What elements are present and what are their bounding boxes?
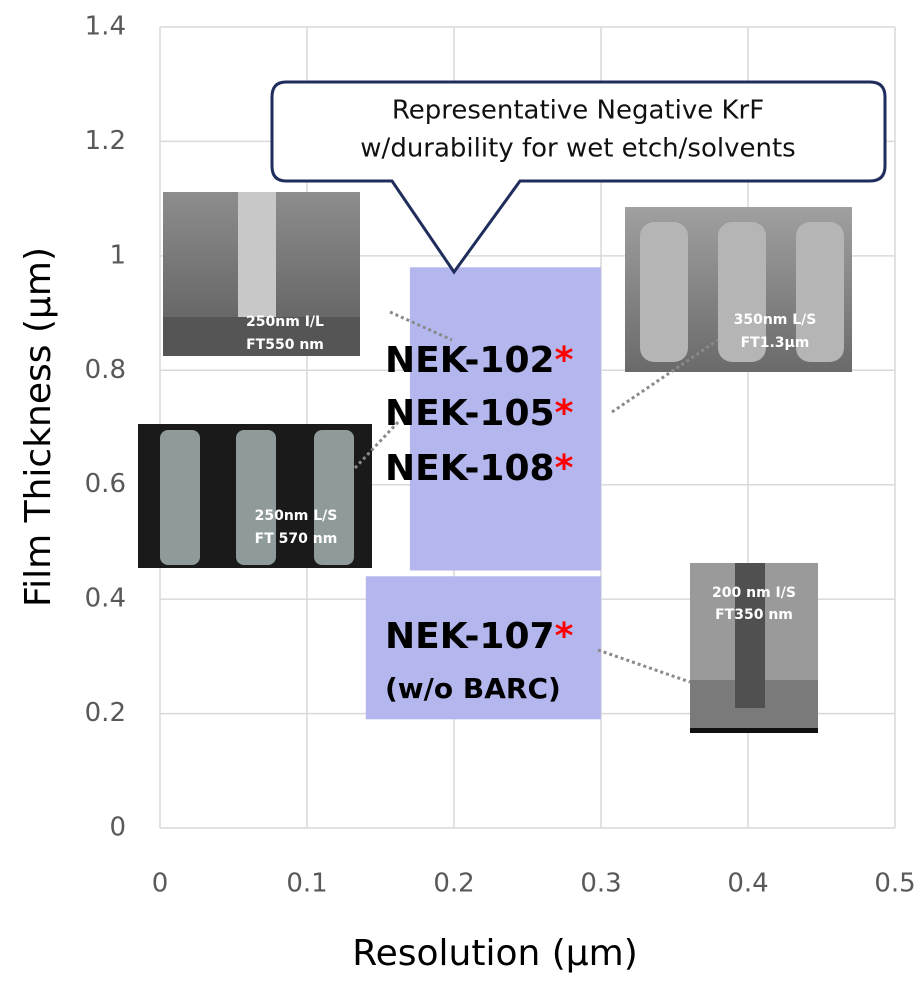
asterisk: *	[555, 616, 574, 657]
y-tick-label: 1.4	[85, 12, 126, 42]
callout	[270, 80, 887, 275]
image-label: 250nm I/L	[246, 314, 324, 330]
y-tick-label: 0.2	[85, 698, 126, 728]
x-tick-label: 0.5	[874, 869, 915, 899]
region-label: NEK-102*	[385, 340, 574, 381]
y-tick-label: 1	[109, 240, 126, 270]
region-layer	[365, 267, 601, 720]
sem-image-4	[690, 563, 818, 733]
y-tick-label: 0.4	[85, 584, 126, 614]
y-tick-label: 1.2	[85, 126, 126, 156]
x-axis-title: Resolution (µm)	[352, 933, 638, 974]
region	[409, 267, 601, 571]
sem-image-1	[163, 192, 360, 356]
callout-text: w/durability for wet etch/solvents	[360, 134, 795, 164]
y-tick-label: 0.8	[85, 355, 126, 385]
image-label: FT550 nm	[246, 337, 324, 353]
callout-text: Representative Negative KrF	[392, 96, 764, 126]
image-label: 350nm L/S	[734, 312, 817, 328]
region-label: NEK-108*	[385, 448, 574, 489]
asterisk: *	[555, 393, 574, 434]
region-note: (w/o BARC)	[385, 672, 561, 705]
y-axis-title: Film Thickness (µm)	[18, 247, 59, 607]
x-tick-label: 0	[152, 869, 169, 899]
image-label: 250nm L/S	[255, 508, 338, 524]
product-name: NEK-107	[385, 616, 555, 657]
y-tick-label: 0.6	[85, 469, 126, 499]
image-label: FT 570 nm	[255, 531, 338, 547]
sem-image-2	[625, 207, 852, 372]
text-layer: 0 0.2 0.4 0.6 0.8 1 1.2 1.4 0 0.1 0.2 0.3 0.4 0.5 Reso…	[18, 12, 916, 975]
image-label: FT350 nm	[715, 607, 793, 623]
product-name: NEK-105	[385, 393, 555, 434]
x-tick-label: 0.3	[580, 869, 621, 899]
region-label: NEK-105*	[385, 393, 574, 434]
asterisk: *	[555, 340, 574, 381]
x-tick-label: 0.1	[286, 869, 327, 899]
y-tick-label: 0	[109, 813, 126, 843]
region-label: NEK-107*	[385, 616, 574, 657]
image-label: FT1.3µm	[741, 335, 810, 351]
x-tick-label: 0.4	[727, 869, 768, 899]
product-name: NEK-102	[385, 340, 555, 381]
sem-image-3	[138, 424, 372, 568]
region	[365, 576, 601, 720]
image-label: 200 nm I/S	[712, 585, 796, 601]
x-tick-label: 0.2	[433, 869, 474, 899]
product-name: NEK-108	[385, 448, 555, 489]
leader-lines	[353, 310, 719, 684]
asterisk: *	[555, 448, 574, 489]
